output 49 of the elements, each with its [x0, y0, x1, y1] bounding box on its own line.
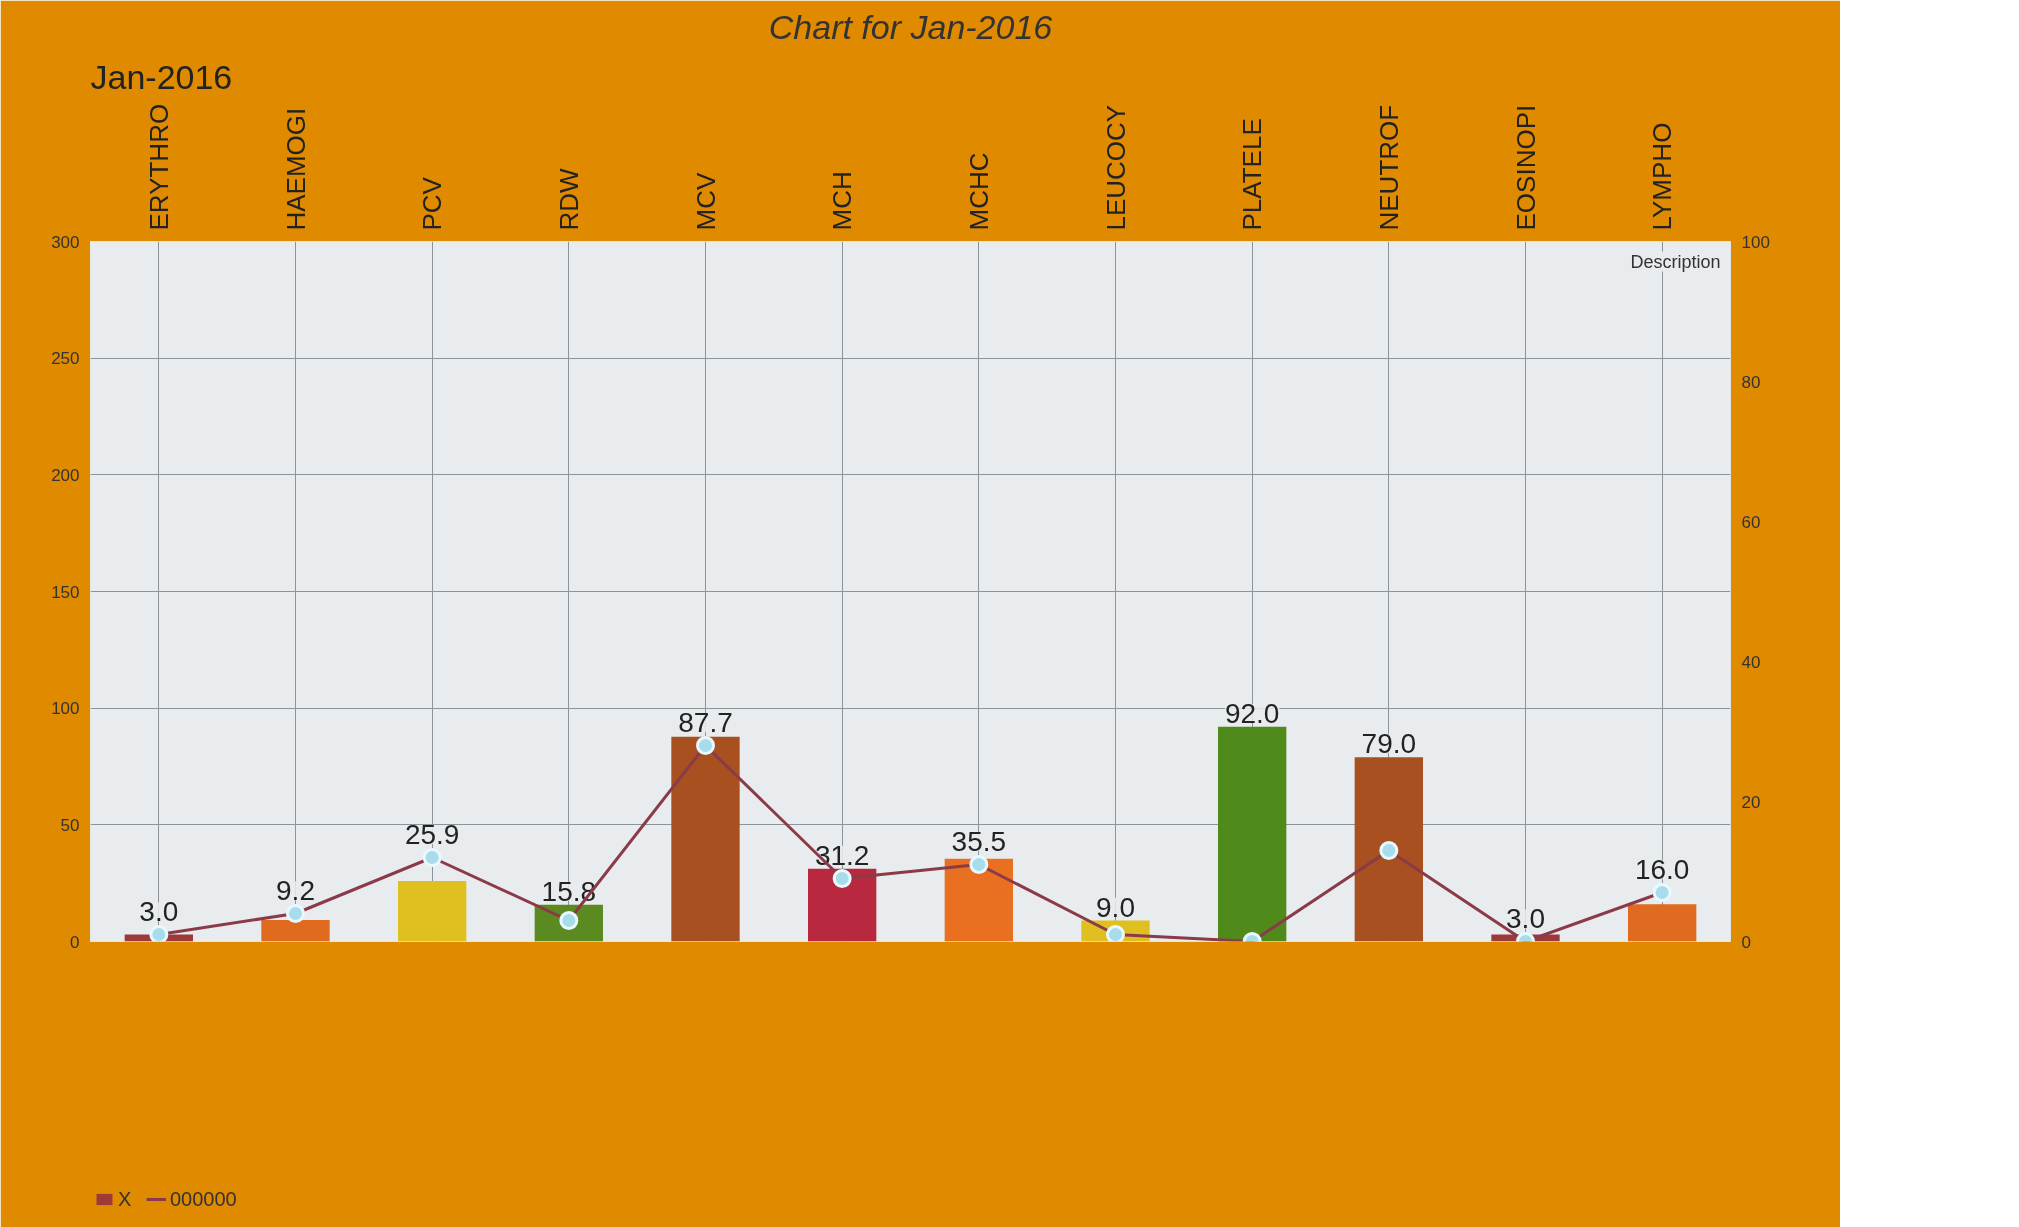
y-tick-label: 50 — [60, 815, 80, 835]
legend-label: 000000 — [170, 1187, 237, 1211]
bar — [398, 881, 467, 942]
data-label: 9.2 — [276, 875, 315, 907]
data-label: 92.0 — [1224, 697, 1280, 729]
bar — [261, 920, 330, 942]
legend-label: X — [118, 1187, 133, 1211]
x-tick-label: ERYTHRO — [143, 103, 174, 231]
y-tick-label: 200 — [51, 465, 80, 485]
bar — [1628, 904, 1697, 942]
chart-title: Chart for Jan-2016 — [768, 7, 1053, 46]
bar — [1354, 757, 1423, 942]
y-tick-label: 150 — [51, 582, 80, 602]
text: Jan-2016 — [90, 57, 233, 96]
data-label: 3.0 — [1506, 903, 1545, 935]
data-label: 25.9 — [404, 819, 460, 851]
bar — [1218, 726, 1287, 942]
y-tick-label: 300 — [51, 232, 80, 252]
y2-tick-label: 100 — [1741, 232, 1770, 252]
data-label: 35.5 — [951, 826, 1007, 858]
x-tick-label: MCV — [690, 172, 721, 231]
x-tick-label: NEUTROF — [1373, 104, 1404, 231]
y2-tick-label: 20 — [1741, 792, 1761, 812]
x-tick-label: MCH — [827, 171, 858, 231]
bar — [671, 736, 740, 942]
y2-tick-label: 40 — [1741, 652, 1761, 672]
x-tick-label: PLATELE — [1237, 118, 1268, 231]
x-tick-label: LEUCOCY — [1100, 104, 1131, 231]
x-tick-label: EOSINOPI — [1510, 104, 1541, 231]
bar — [808, 868, 877, 942]
data-label: 9.0 — [1096, 891, 1135, 923]
bar — [944, 858, 1013, 942]
x-tick-label: PCV — [417, 176, 448, 231]
data-label: 87.7 — [678, 707, 733, 739]
y2-tick-label: 80 — [1741, 372, 1761, 392]
x-tick-label: MCHC — [963, 152, 994, 231]
data-label: 31.2 — [814, 839, 870, 871]
y-tick-label: 0 — [70, 932, 80, 952]
data-label: 79.0 — [1361, 728, 1417, 760]
y-tick-label: 250 — [51, 349, 80, 369]
y2-tick-label: 60 — [1741, 512, 1761, 532]
y-tick-label: 100 — [51, 699, 80, 719]
data-label: 16.0 — [1634, 854, 1690, 886]
data-label: 3.0 — [139, 896, 179, 928]
x-tick-label: HAEMOGI — [280, 107, 311, 231]
x-tick-label: LYMPHO — [1647, 122, 1678, 231]
y2-tick-label: 0 — [1741, 932, 1751, 952]
annotation: Description — [1630, 251, 1721, 272]
x-tick-label: RDW — [553, 167, 584, 231]
